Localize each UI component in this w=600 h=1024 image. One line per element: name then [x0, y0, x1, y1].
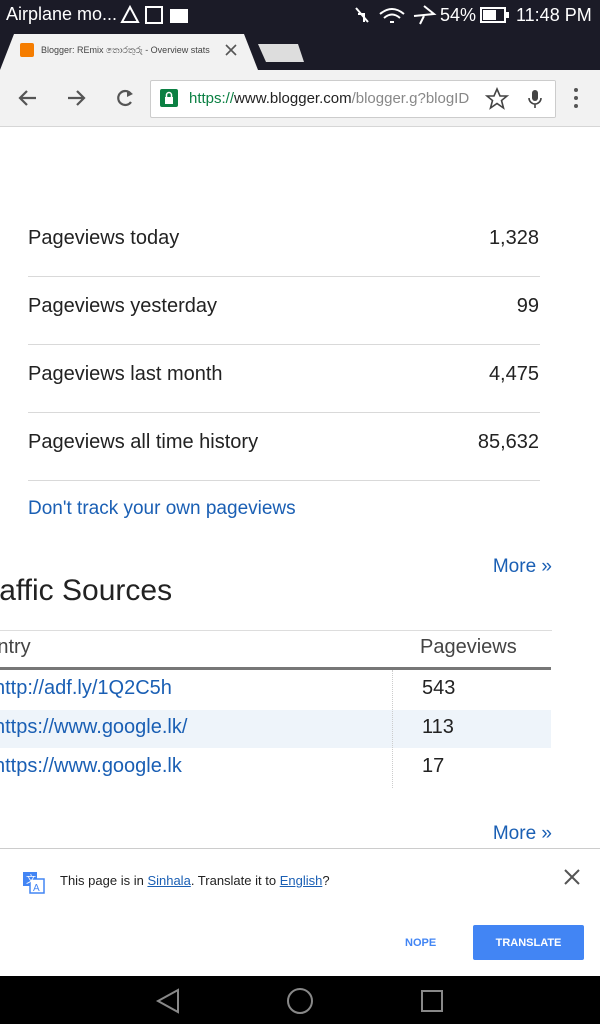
traffic-pageviews: 17 [422, 755, 445, 777]
nav-bar [0, 976, 600, 1024]
table-header-entry: Entry [0, 636, 31, 658]
clock: 11:48 PM [516, 5, 592, 25]
toolbar: https://www.blogger.com/blogger.g?blogID [0, 70, 600, 127]
section-title: Traffic Sources [0, 574, 173, 607]
status-icons-right [355, 5, 437, 25]
table-header-pageviews: Pageviews [420, 636, 517, 658]
nope-button[interactable]: NOPE [405, 937, 437, 949]
stat-label: Pageviews today [28, 227, 180, 249]
url-scheme: https:// [189, 90, 235, 107]
tab-shapes [0, 34, 304, 70]
table-top-border [0, 630, 552, 631]
divider [28, 480, 540, 481]
stat-value: 1,328 [488, 227, 539, 249]
translate-icon: 文A [23, 872, 45, 894]
stat-label: Pageviews all time history [28, 431, 259, 453]
tab-strip: Blogger: REmix තොරතුරු - Overview stats [0, 30, 600, 70]
battery-percent: 54% [440, 5, 477, 25]
table-header-border [0, 667, 551, 670]
divider [28, 276, 540, 277]
traffic-pageviews: 113 [422, 716, 454, 738]
status-icons [120, 4, 188, 24]
stat-value: 85,632 [477, 431, 539, 453]
traffic-url[interactable]: http://adf.ly/1Q2C5h [0, 677, 172, 699]
tab-title[interactable]: Blogger: REmix තොරතුරු - Overview stats [41, 45, 210, 55]
stat-label: Pageviews yesterday [28, 295, 217, 317]
translate-text: . Translate it to [190, 873, 280, 888]
lock-icon [160, 89, 178, 107]
status-text: Airplane mo... [6, 4, 118, 24]
nav-buttons[interactable] [0, 70, 150, 126]
column-divider [392, 670, 393, 788]
url-host: www.blogger.com [234, 90, 352, 107]
traffic-url[interactable]: https://www.google.lk/ [0, 716, 188, 738]
nav-icons[interactable] [0, 976, 600, 1024]
translate-text: This page is in [60, 873, 148, 888]
translate-text: ? [322, 873, 330, 888]
more-link[interactable]: More » [492, 556, 552, 577]
url-box[interactable]: https://www.blogger.com/blogger.g?blogID [150, 80, 556, 118]
traffic-pageviews: 543 [422, 677, 456, 699]
translate-button-label: TRANSLATE [495, 937, 562, 949]
url-path: /blogger.g?blogID [351, 90, 470, 107]
battery-icon [480, 7, 509, 23]
stat-value: 4,475 [488, 363, 539, 385]
target-language-link[interactable]: English [279, 873, 323, 888]
stat-label: Pageviews last month [28, 363, 223, 385]
menu-button[interactable] [568, 86, 584, 110]
track-link[interactable]: Don't track your own pageviews [28, 498, 296, 519]
translate-button[interactable]: TRANSLATE [473, 925, 584, 960]
stat-value: 99 [516, 295, 539, 317]
status-bar: Airplane mo... 54% 11:48 PM [0, 0, 600, 30]
traffic-url[interactable]: https://www.google.lk [0, 755, 182, 777]
svg-text:A: A [33, 883, 40, 894]
more-link[interactable]: More » [492, 823, 552, 844]
divider [28, 412, 540, 413]
close-button[interactable] [562, 867, 582, 887]
url-icons[interactable] [485, 87, 551, 111]
source-language-link[interactable]: Sinhala [147, 873, 191, 888]
divider [28, 344, 540, 345]
table-row-stripe [0, 710, 551, 748]
svg-text:文: 文 [26, 873, 36, 886]
